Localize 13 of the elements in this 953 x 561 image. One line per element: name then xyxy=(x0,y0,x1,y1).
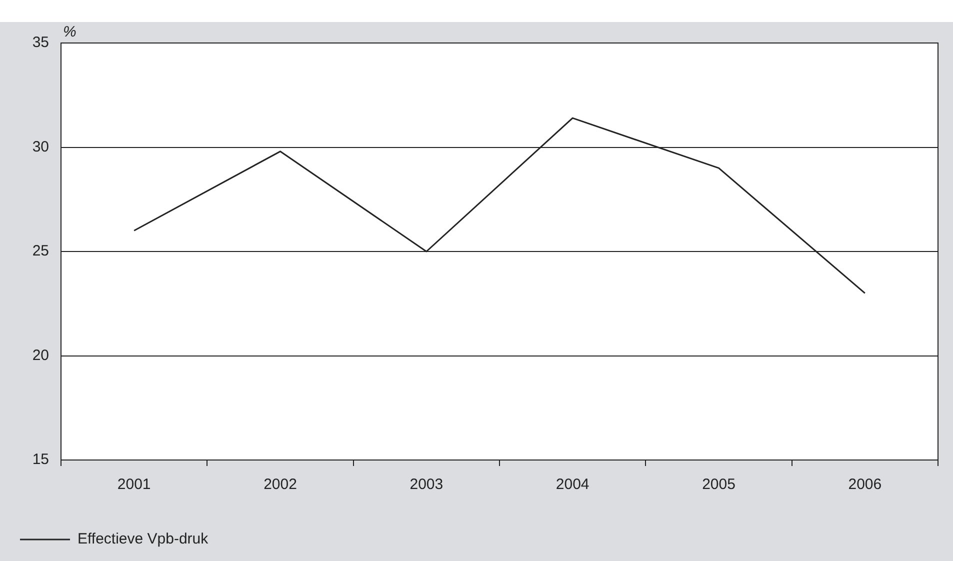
legend-label: Effectieve Vpb-druk xyxy=(78,530,209,548)
y-tick-label: 20 xyxy=(32,346,49,364)
y-tick-label: 35 xyxy=(32,34,49,52)
y-tick-label: 15 xyxy=(32,451,49,468)
y-axis-title: % xyxy=(63,24,76,41)
y-tick-label: 25 xyxy=(32,242,49,260)
x-tick-label: 2004 xyxy=(556,476,590,494)
x-tick-label: 2006 xyxy=(848,476,882,494)
y-tick-label: 30 xyxy=(32,138,49,156)
x-tick-label: 2003 xyxy=(410,476,444,494)
x-tick-label: 2002 xyxy=(264,476,297,494)
x-tick-label: 2005 xyxy=(702,476,736,494)
x-tick-label: 2001 xyxy=(117,476,151,494)
